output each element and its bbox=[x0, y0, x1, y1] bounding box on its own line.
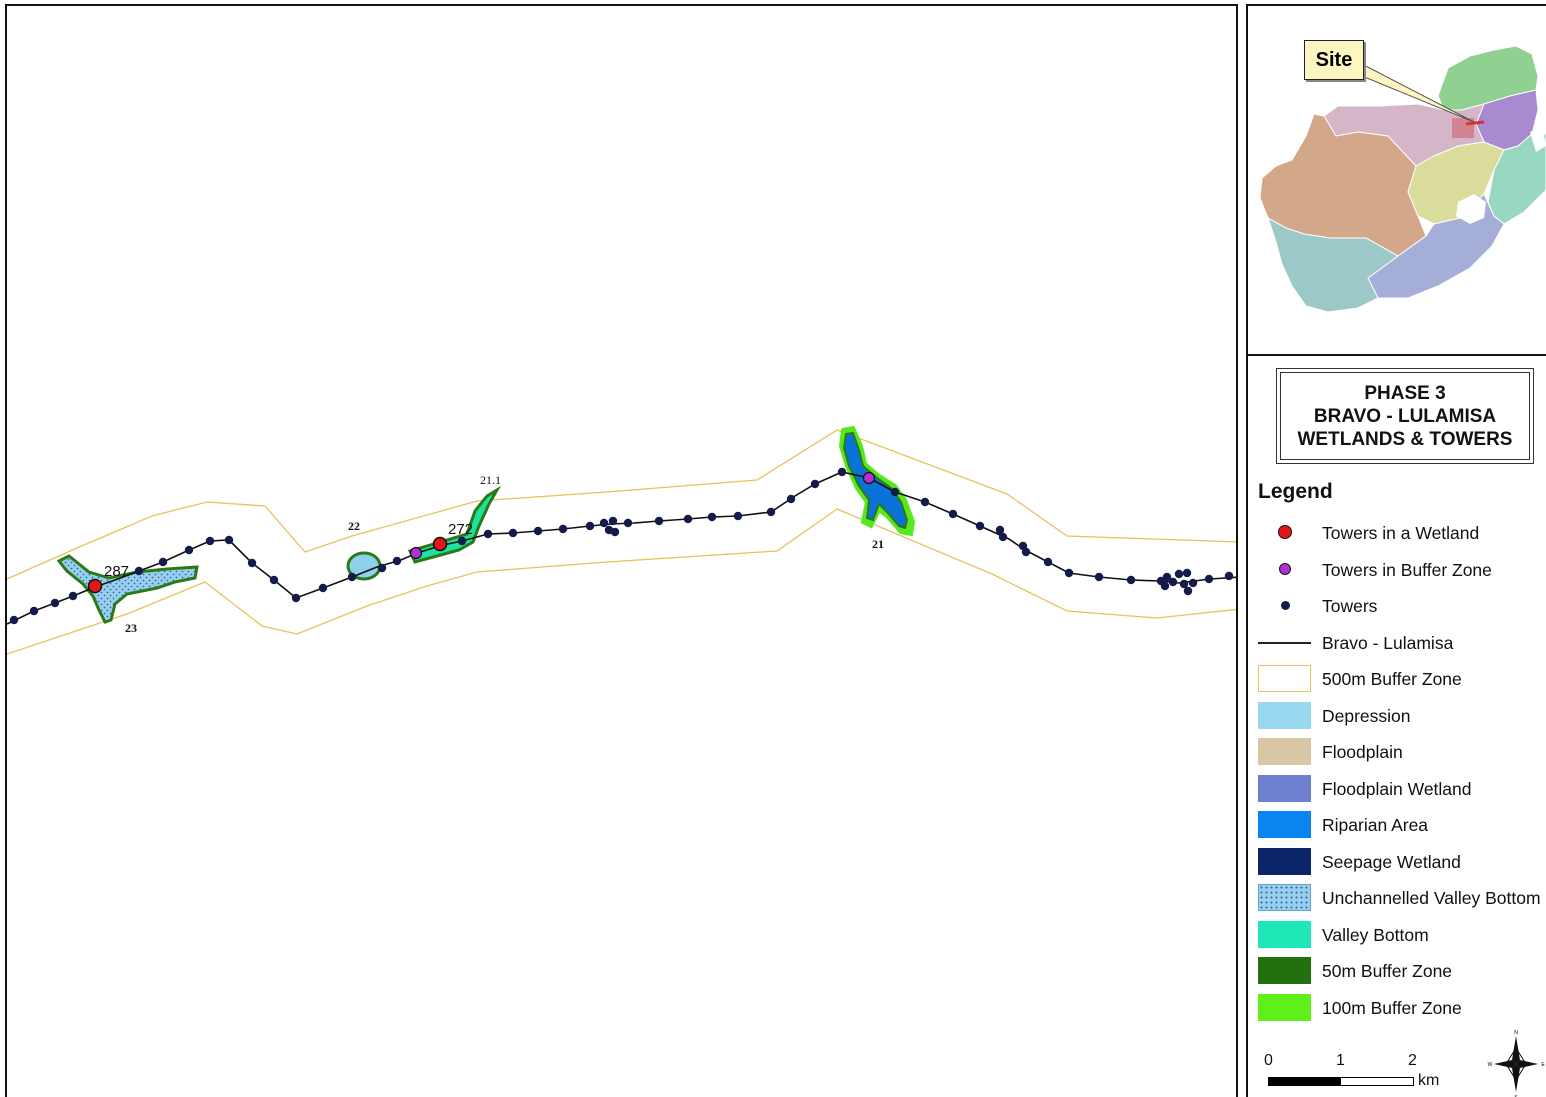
scale-unit: km bbox=[1418, 1072, 1439, 1090]
legend-item-buffer-50m: 50m Buffer Zone bbox=[1248, 956, 1546, 986]
title-line-2: BRAVO - LULAMISA bbox=[1314, 405, 1496, 428]
tower-in-wetland[interactable] bbox=[434, 538, 447, 551]
purple-dot-icon bbox=[1279, 563, 1291, 575]
buffer-50m-swatch-icon bbox=[1258, 957, 1311, 984]
side-panel: Site PHASE 3 BRAVO - LULAMISA WETLANDS &… bbox=[1246, 4, 1546, 1097]
tower-in-buffer[interactable] bbox=[864, 473, 875, 484]
scale-tick-1: 1 bbox=[1336, 1052, 1345, 1070]
navy-dot-icon bbox=[1281, 601, 1290, 610]
outline-swatch-icon bbox=[1258, 665, 1311, 692]
legend-item-floodplain-wetland: Floodplain Wetland bbox=[1248, 774, 1546, 804]
map-panel[interactable]: 287 272 23 22 21.1 21 bbox=[5, 4, 1238, 1097]
buffer-500m-north bbox=[7, 430, 1238, 579]
compass-icon: N S W E bbox=[1486, 1028, 1546, 1097]
legend-label: 50m Buffer Zone bbox=[1322, 961, 1452, 982]
tower-in-wetland[interactable] bbox=[89, 580, 102, 593]
title-line-1: PHASE 3 bbox=[1364, 382, 1445, 405]
legend-label: Bravo - Lulamisa bbox=[1322, 633, 1453, 654]
floodplain-wetland-swatch-icon bbox=[1258, 775, 1311, 802]
wetland-label-22: 22 bbox=[348, 519, 360, 533]
legend-label: Riparian Area bbox=[1322, 815, 1428, 836]
scale-segment-black bbox=[1268, 1077, 1341, 1086]
line-icon bbox=[1258, 642, 1311, 644]
scale-tick-2: 2 bbox=[1408, 1052, 1417, 1070]
legend-label: Unchannelled Valley Bottom bbox=[1322, 888, 1541, 909]
site-line bbox=[1466, 122, 1484, 124]
title-box: PHASE 3 BRAVO - LULAMISA WETLANDS & TOWE… bbox=[1276, 368, 1534, 464]
legend-label: Valley Bottom bbox=[1322, 925, 1429, 946]
valley-bottom-swatch-icon bbox=[1258, 921, 1311, 948]
legend-item-valley-bottom: Valley Bottom bbox=[1248, 920, 1546, 950]
legend-label: Depression bbox=[1322, 706, 1411, 727]
tower-label-287: 287 bbox=[104, 563, 129, 580]
wetland-label-21: 21 bbox=[872, 537, 884, 551]
tower-label-272: 272 bbox=[448, 521, 473, 538]
legend-heading: Legend bbox=[1258, 480, 1333, 504]
legend-item-towers: Towers bbox=[1248, 591, 1546, 621]
dotted-swatch-icon bbox=[1258, 884, 1311, 911]
legend-label: Floodplain Wetland bbox=[1322, 779, 1472, 800]
legend-item-buffer-100m: 100m Buffer Zone bbox=[1248, 993, 1546, 1023]
legend-label: Towers in a Wetland bbox=[1322, 523, 1479, 544]
locator-map-canvas bbox=[1248, 6, 1546, 354]
legend-item-route: Bravo - Lulamisa bbox=[1248, 628, 1546, 658]
wetland-label-21-1: 21.1 bbox=[480, 473, 501, 487]
depression-swatch-icon bbox=[1258, 702, 1311, 729]
scale-bar: 0 1 2 km bbox=[1258, 1052, 1458, 1097]
floodplain-swatch-icon bbox=[1258, 738, 1311, 765]
scale-segment-white bbox=[1340, 1077, 1414, 1086]
legend-label: Seepage Wetland bbox=[1322, 852, 1461, 873]
locator-map: Site bbox=[1248, 6, 1546, 356]
compass-w: W bbox=[1488, 1062, 1493, 1068]
tower-in-buffer[interactable] bbox=[411, 548, 422, 559]
legend-item-riparian: Riparian Area bbox=[1248, 810, 1546, 840]
legend-item-buffer-500m: 500m Buffer Zone bbox=[1248, 664, 1546, 694]
legend-label: 100m Buffer Zone bbox=[1322, 998, 1462, 1019]
site-callout: Site bbox=[1304, 40, 1364, 80]
buffer-100m-swatch-icon bbox=[1258, 994, 1311, 1021]
legend-label: 500m Buffer Zone bbox=[1322, 669, 1462, 690]
legend-item-seepage: Seepage Wetland bbox=[1248, 847, 1546, 877]
legend-item-towers-in-buffer: Towers in Buffer Zone bbox=[1248, 555, 1546, 585]
legend-label: Towers in Buffer Zone bbox=[1322, 560, 1492, 581]
wetland-label-23: 23 bbox=[125, 621, 137, 635]
legend-item-towers-in-wetland: Towers in a Wetland bbox=[1248, 518, 1546, 548]
legend-item-depression: Depression bbox=[1248, 701, 1546, 731]
scale-tick-0: 0 bbox=[1264, 1052, 1273, 1070]
legend-item-floodplain: Floodplain bbox=[1248, 737, 1546, 767]
compass-n: N bbox=[1514, 1030, 1518, 1036]
seepage-swatch-icon bbox=[1258, 848, 1311, 875]
riparian-swatch-icon bbox=[1258, 811, 1311, 838]
title-line-3: WETLANDS & TOWERS bbox=[1298, 428, 1513, 451]
map-canvas[interactable]: 287 272 23 22 21.1 21 bbox=[7, 6, 1238, 1097]
legend-label: Floodplain bbox=[1322, 742, 1403, 763]
buffer-500m-south bbox=[7, 509, 1238, 654]
legend-label: Towers bbox=[1322, 596, 1377, 617]
red-dot-icon bbox=[1278, 525, 1292, 539]
legend-item-unchannelled: Unchannelled Valley Bottom bbox=[1248, 883, 1546, 913]
compass-e: E bbox=[1541, 1062, 1545, 1068]
